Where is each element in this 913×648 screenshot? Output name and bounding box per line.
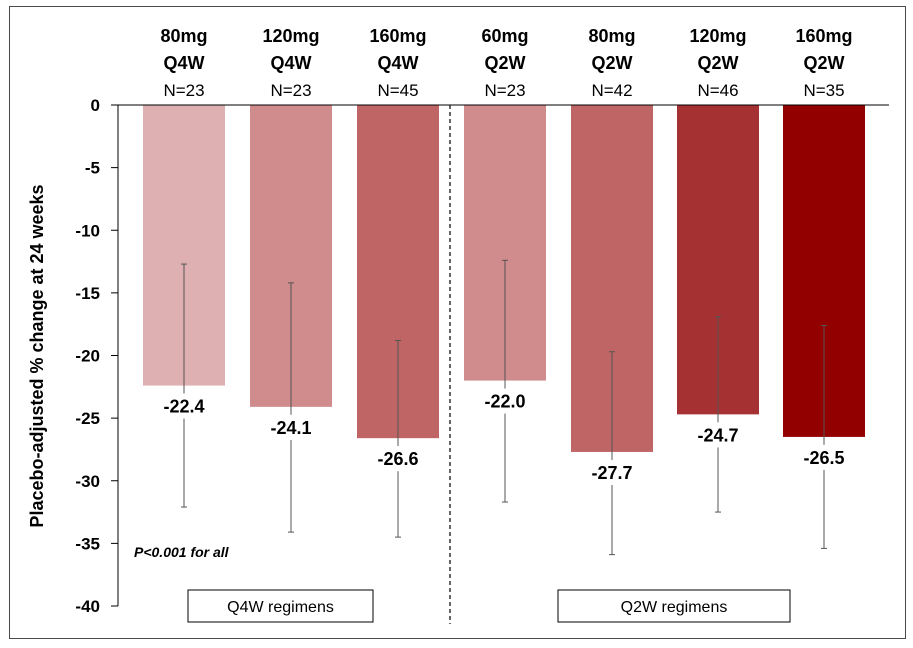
value-label: -24.7: [697, 425, 738, 445]
category-dose-label: 60mg: [481, 26, 528, 46]
value-label: -22.4: [163, 397, 204, 417]
category-dose-label: 120mg: [689, 26, 746, 46]
category-frequency-label: Q2W: [803, 53, 844, 73]
value-label-background: [477, 388, 533, 414]
category-n-label: N=46: [697, 81, 738, 100]
group-label-box: [187, 589, 374, 623]
category-frequency-label: Q2W: [484, 53, 525, 73]
category-n-label: N=23: [484, 81, 525, 100]
value-label: -27.7: [591, 463, 632, 483]
value-label-background: [796, 444, 852, 470]
category-labels: 80mg Q4W N=23 120mg Q4W N=23 160mg Q4W N=45 60mg Q…: [160, 26, 852, 100]
category-dose-label: 160mg: [795, 26, 852, 46]
error-bars: [181, 259, 827, 556]
value-label-background: [584, 459, 640, 485]
category-n-label: N=45: [377, 81, 418, 100]
group-labels: Q4W regimens Q2W regimens: [187, 589, 791, 623]
chart-frame: [9, 6, 906, 639]
category-dose-label: 80mg: [588, 26, 635, 46]
category-frequency-label: Q2W: [697, 53, 738, 73]
y-tick-label: -30: [75, 472, 100, 491]
category-n-label: N=42: [591, 81, 632, 100]
y-tick-label: -20: [75, 347, 100, 366]
value-labels: -22.4 -24.1 -26.6 -22.0 -27.7 -24.7 -26.5: [156, 388, 852, 485]
category-dose-label: 80mg: [160, 26, 207, 46]
category-frequency-label: Q4W: [163, 53, 204, 73]
group-label-box: [557, 589, 791, 623]
y-tick-label: -25: [75, 409, 100, 428]
value-label-background: [690, 422, 746, 448]
y-axis-label: Placebo-adjusted % change at 24 weeks: [27, 184, 47, 527]
value-label: -22.0: [484, 392, 525, 412]
value-label-background: [370, 446, 426, 472]
value-label-background: [156, 393, 212, 419]
value-label-background: [263, 414, 319, 440]
y-tick-label: 0: [91, 96, 100, 115]
bars: [143, 105, 865, 452]
category-n-label: N=23: [163, 81, 204, 100]
category-n-label: N=35: [803, 81, 844, 100]
y-axis-ticks: 0 -5 -10 -15 -20 -25 -30 -35 -40: [75, 96, 118, 616]
y-tick-label: -5: [85, 159, 100, 178]
group-label: Q4W regimens: [227, 599, 334, 616]
y-tick-label: -10: [75, 221, 100, 240]
value-label: -26.5: [803, 448, 844, 468]
category-dose-label: 160mg: [369, 26, 426, 46]
category-frequency-label: Q4W: [377, 53, 418, 73]
y-tick-label: -35: [75, 534, 100, 553]
value-label: -26.6: [377, 449, 418, 469]
significance-annotation: P<0.001 for all: [134, 544, 230, 560]
category-frequency-label: Q2W: [591, 53, 632, 73]
category-frequency-label: Q4W: [270, 53, 311, 73]
category-n-label: N=23: [270, 81, 311, 100]
value-label: -24.1: [270, 418, 311, 438]
y-tick-label: -40: [75, 597, 100, 616]
y-tick-label: -15: [75, 284, 100, 303]
group-label: Q2W regimens: [621, 599, 728, 616]
category-dose-label: 120mg: [262, 26, 319, 46]
